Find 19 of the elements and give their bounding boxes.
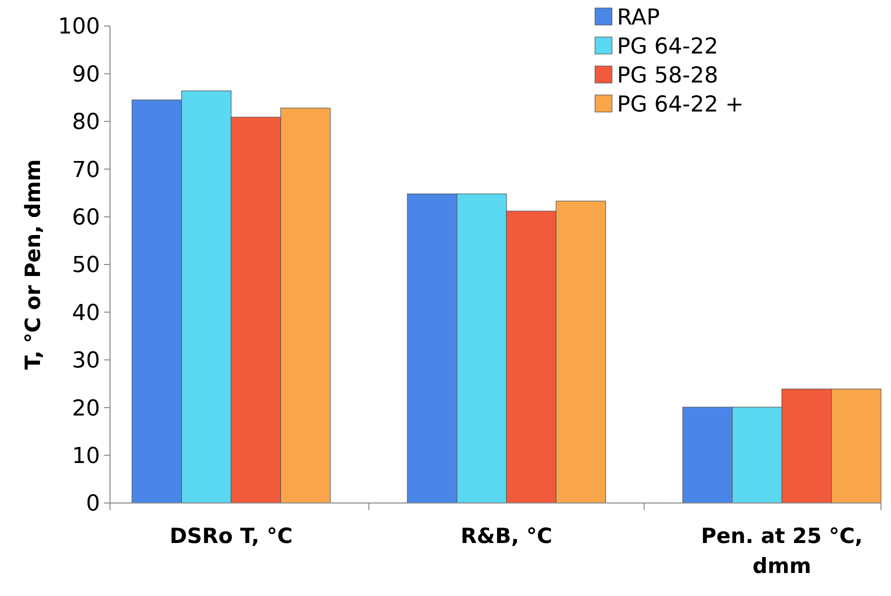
y-tick-label: 60 [72, 206, 100, 230]
y-tick-label: 70 [72, 158, 100, 183]
y-axis-title: T, °C or Pen, dmm [21, 159, 45, 370]
x-tick-label: Pen. at 25 °C, dmm [700, 524, 863, 578]
y-tick-label: 90 [72, 62, 100, 88]
y-tick-label: 30 [72, 348, 100, 374]
y-tick-label: 0 [86, 492, 100, 517]
x-tick-label: DSRo T, °C [170, 524, 293, 548]
legend-label: PG 64-22 [617, 34, 718, 60]
legend-label: PG 58-28 [617, 64, 718, 89]
x-tick-label: R&B, °C [460, 524, 552, 548]
y-tick-label: 10 [72, 444, 100, 469]
legend-label: PG 64-22 + [617, 92, 744, 118]
y-tick-label: 50 [72, 253, 100, 278]
y-tick-label: 80 [72, 110, 100, 136]
legend-label: RAP [617, 6, 660, 31]
y-tick-label: 100 [58, 14, 100, 40]
y-tick-label: 20 [72, 396, 100, 422]
y-tick-label: 40 [72, 300, 100, 326]
